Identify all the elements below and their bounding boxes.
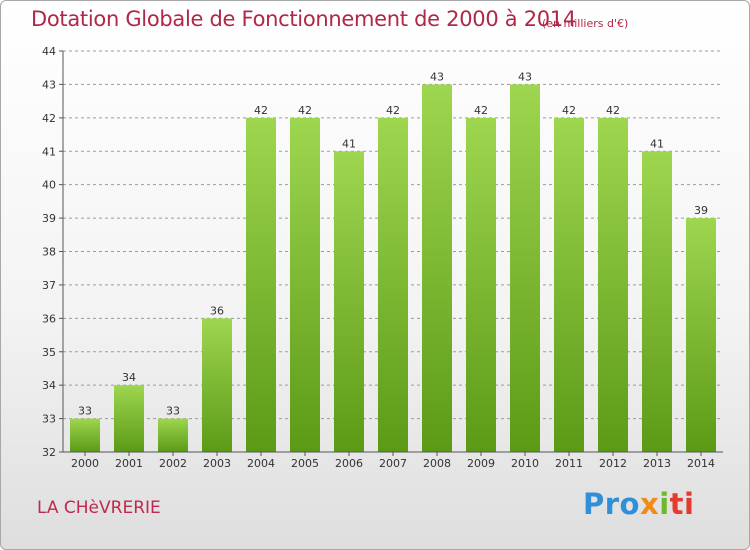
data-label: 39 xyxy=(694,204,708,217)
logo-part-2: x xyxy=(639,487,660,521)
y-tick-label: 37 xyxy=(42,279,56,292)
logo-part-3: i xyxy=(659,487,670,521)
data-label: 42 xyxy=(298,104,312,117)
bar xyxy=(70,418,100,452)
bar xyxy=(642,151,672,452)
bar xyxy=(202,318,232,452)
data-label: 33 xyxy=(166,405,180,418)
x-tick-label: 2014 xyxy=(687,457,715,470)
data-label: 42 xyxy=(562,104,576,117)
bar xyxy=(334,151,364,452)
data-label: 33 xyxy=(78,405,92,418)
axes xyxy=(59,50,723,456)
x-tick-label: 2000 xyxy=(71,457,99,470)
chart-title: Dotation Globale de Fonctionnement de 20… xyxy=(31,7,576,31)
data-label: 41 xyxy=(650,137,664,150)
data-label: 34 xyxy=(122,371,136,384)
x-tick-label: 2011 xyxy=(555,457,583,470)
x-tick-label: 2004 xyxy=(247,457,275,470)
x-tick-label: 2013 xyxy=(643,457,671,470)
data-label: 42 xyxy=(474,104,488,117)
x-tick-label: 2010 xyxy=(511,457,539,470)
data-label: 43 xyxy=(518,70,532,83)
data-label: 42 xyxy=(386,104,400,117)
data-label: 43 xyxy=(430,70,444,83)
x-tick-label: 2005 xyxy=(291,457,319,470)
y-tick-label: 44 xyxy=(42,45,56,58)
bar xyxy=(598,117,628,452)
y-tick-label: 34 xyxy=(42,379,56,392)
y-tick-label: 39 xyxy=(42,212,56,225)
bars xyxy=(70,84,716,453)
y-tick-label: 32 xyxy=(42,446,56,459)
y-tick-label: 43 xyxy=(42,78,56,91)
data-label: 36 xyxy=(210,304,224,317)
x-tick-label: 2006 xyxy=(335,457,363,470)
y-tick-label: 33 xyxy=(42,413,56,426)
bar xyxy=(510,84,540,453)
chart-unit: (en milliers d'€) xyxy=(542,17,629,30)
data-label: 41 xyxy=(342,137,356,150)
bar xyxy=(422,84,452,453)
x-tick-label: 2008 xyxy=(423,457,451,470)
bar xyxy=(466,117,496,452)
bar xyxy=(246,117,276,452)
y-tick-label: 35 xyxy=(42,346,56,359)
bar xyxy=(554,117,584,452)
y-tick-label: 38 xyxy=(42,246,56,259)
x-tick-label: 2012 xyxy=(599,457,627,470)
x-tick-label: 2007 xyxy=(379,457,407,470)
bar xyxy=(378,117,408,452)
data-label: 42 xyxy=(606,104,620,117)
bar xyxy=(686,218,716,452)
proxiti-logo[interactable]: Proxiti xyxy=(583,487,694,521)
logo-part-4: ti xyxy=(669,487,695,521)
x-tick-label: 2001 xyxy=(115,457,143,470)
x-tick-label: 2003 xyxy=(203,457,231,470)
x-tick-label: 2009 xyxy=(467,457,495,470)
data-label: 42 xyxy=(254,104,268,117)
x-tick-label: 2002 xyxy=(159,457,187,470)
bar xyxy=(158,418,188,452)
y-tick-label: 42 xyxy=(42,112,56,125)
logo-part-1: Pro xyxy=(583,487,640,521)
labels: 32 33 34 35 36 37 38 39 40 41 42 43 44 2000 33 2001 34 20… xyxy=(42,45,715,470)
bar xyxy=(290,117,320,452)
bar xyxy=(114,385,144,452)
y-tick-label: 41 xyxy=(42,145,56,158)
y-tick-label: 36 xyxy=(42,312,56,325)
y-tick-label: 40 xyxy=(42,179,56,192)
commune-name: LA CHèVRERIE xyxy=(37,498,161,518)
